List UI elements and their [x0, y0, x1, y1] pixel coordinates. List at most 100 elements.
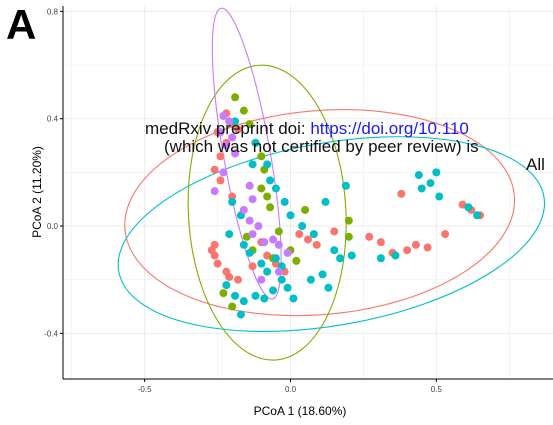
data-point — [309, 230, 318, 239]
data-point — [239, 106, 248, 115]
data-points — [207, 93, 485, 319]
data-point — [225, 230, 234, 239]
data-point — [330, 227, 339, 236]
data-point — [286, 211, 295, 220]
data-point — [376, 238, 385, 247]
y-tick-label: 0.8 — [47, 7, 59, 16]
data-point — [210, 187, 219, 196]
data-point — [222, 141, 231, 150]
y-axis-title: PCoA 2 (11.20%) — [30, 146, 44, 238]
data-point — [301, 205, 310, 214]
data-point — [251, 291, 260, 300]
data-point — [263, 160, 272, 169]
data-point — [228, 197, 237, 206]
data-point — [277, 275, 286, 284]
data-point — [245, 216, 254, 225]
data-point — [219, 112, 228, 121]
data-point — [417, 184, 426, 193]
data-point — [216, 128, 225, 137]
axes: -0.5 0.0 0.5 -0.4 0.0 0.4 0.8 — [44, 6, 553, 394]
data-point — [210, 165, 219, 174]
data-point — [344, 232, 353, 241]
data-point — [260, 294, 269, 303]
data-point — [222, 281, 231, 290]
data-point — [234, 125, 242, 134]
data-point — [432, 168, 441, 177]
data-point — [245, 120, 254, 129]
data-point — [271, 254, 280, 263]
data-point — [257, 259, 266, 268]
data-point — [289, 294, 298, 303]
y-tick-label: -0.4 — [44, 329, 58, 338]
data-point — [330, 246, 339, 255]
data-point — [318, 270, 327, 279]
data-point — [324, 283, 333, 292]
x-tick-label: 0.5 — [431, 385, 443, 394]
data-point — [306, 275, 315, 284]
data-point — [231, 117, 240, 126]
watermark-doi-prefix: medRxiv preprint doi: — [145, 119, 311, 138]
data-point — [321, 197, 330, 206]
confidence-ellipse-2 — [187, 64, 347, 361]
data-point — [414, 171, 423, 180]
data-point — [225, 117, 234, 126]
data-point — [304, 235, 312, 244]
data-point — [251, 138, 260, 147]
data-point — [312, 240, 321, 249]
data-point — [228, 302, 237, 311]
data-point — [231, 291, 240, 300]
data-point — [231, 149, 240, 158]
data-point — [236, 310, 245, 319]
data-point — [248, 262, 257, 271]
watermark-line-3: All — [526, 155, 545, 174]
data-point — [269, 235, 277, 244]
confidence-ellipses — [117, 7, 546, 361]
data-point — [245, 248, 254, 257]
data-point — [257, 184, 266, 193]
data-point — [263, 192, 272, 201]
data-point — [219, 289, 228, 298]
confidence-ellipse-3 — [117, 136, 546, 332]
data-point — [376, 254, 385, 263]
data-point — [365, 232, 374, 241]
data-point — [248, 160, 257, 169]
data-point — [245, 181, 254, 190]
data-point — [239, 240, 248, 249]
data-point — [341, 181, 350, 190]
data-point — [225, 273, 234, 282]
data-point — [426, 179, 435, 188]
x-tick-label: 0.0 — [285, 385, 297, 394]
watermark-doi-link[interactable]: https://doi.org/10.110 — [310, 119, 469, 138]
data-point — [219, 168, 228, 177]
x-axis-title: PCoA 1 (18.60%) — [254, 404, 347, 418]
data-point — [283, 283, 292, 292]
data-point — [260, 238, 269, 247]
data-point — [464, 203, 473, 212]
data-point — [239, 205, 248, 214]
panel-label: A — [6, 1, 37, 48]
data-point — [266, 176, 275, 185]
data-point — [441, 230, 450, 239]
data-point — [239, 297, 248, 306]
data-point — [423, 243, 432, 252]
data-point — [266, 203, 275, 212]
data-point — [269, 286, 277, 295]
data-point — [336, 254, 345, 263]
watermark-line-2: (which was not certified by peer review)… — [164, 137, 479, 156]
data-point — [280, 197, 289, 206]
data-point — [210, 251, 219, 260]
data-point — [257, 152, 266, 161]
data-point — [248, 230, 257, 239]
data-point — [274, 267, 283, 276]
data-point — [216, 152, 225, 161]
data-point — [254, 222, 263, 231]
data-point — [391, 251, 400, 260]
data-point — [213, 259, 222, 268]
y-tick-label: 0.4 — [47, 115, 59, 124]
data-point — [295, 230, 304, 239]
data-point — [248, 195, 257, 204]
data-point — [473, 211, 482, 220]
x-tick-label: -0.5 — [138, 385, 152, 394]
data-point — [347, 251, 356, 260]
